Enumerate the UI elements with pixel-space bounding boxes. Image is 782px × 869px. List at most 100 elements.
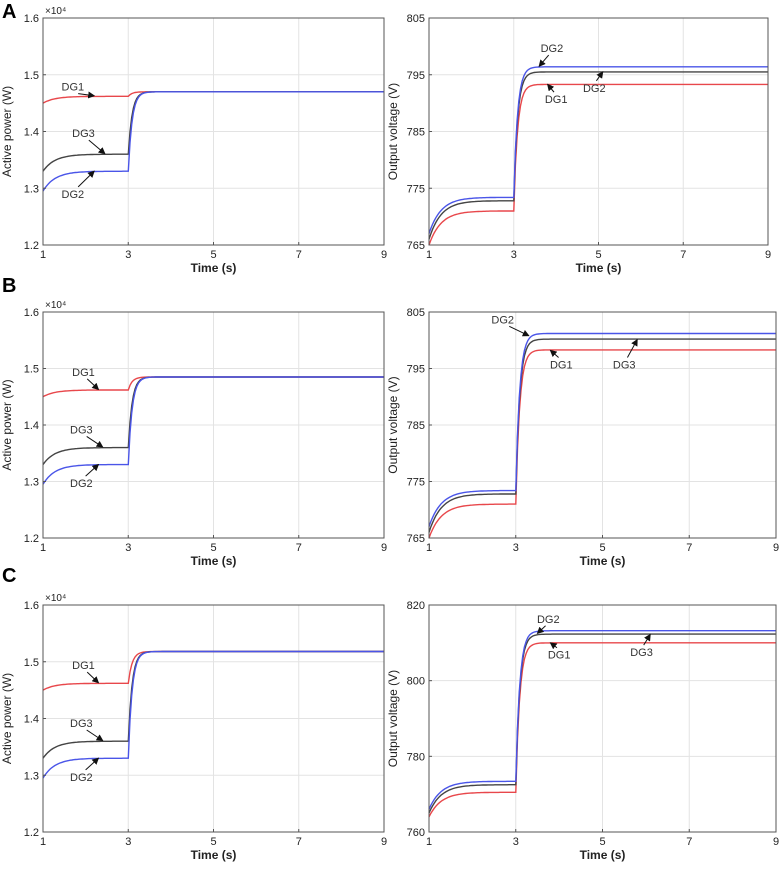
x-axis-label: Time (s) <box>191 261 237 275</box>
x-tick-label: 7 <box>686 836 692 848</box>
x-tick-label: 9 <box>381 836 387 848</box>
y-tick-label: 785 <box>407 420 425 432</box>
annotation-dg2: DG2 <box>70 772 93 784</box>
x-tick-label: 3 <box>513 542 519 554</box>
x-tick-label: 3 <box>511 249 517 261</box>
annotation-arrow <box>595 71 604 82</box>
y-tick-label: 805 <box>407 307 425 319</box>
annotation-dg1: DG1 <box>72 660 95 672</box>
y-tick-label: 1.3 <box>24 183 39 195</box>
annotation-dg2: DG2 <box>583 83 606 95</box>
x-tick-label: 9 <box>773 542 779 554</box>
x-axis-label: Time (s) <box>580 848 626 862</box>
x-tick-label: 9 <box>773 836 779 848</box>
y-axis-label: Active power (W) <box>0 86 14 177</box>
y-exponent-label: ×10⁴ <box>45 6 66 17</box>
x-tick-label: 3 <box>513 836 519 848</box>
series-line-dg1 <box>428 349 776 539</box>
x-axis-label: Time (s) <box>191 554 237 568</box>
annotation-arrow <box>549 349 559 358</box>
chart-a-output-voltage: 1 3 5 7 9 765 775 785 795 805 Time (s) Output volta… <box>386 13 771 275</box>
y-tick-label: 1.5 <box>24 70 39 82</box>
y-tick-label: 1.3 <box>24 477 39 489</box>
series-line-dg3 <box>428 338 776 533</box>
y-tick-label: 805 <box>407 13 425 25</box>
y-tick-label: 780 <box>407 751 425 763</box>
y-tick-label: 795 <box>407 364 425 376</box>
x-tick-label: 7 <box>680 249 686 261</box>
annotation-dg1: DG1 <box>548 650 571 662</box>
annotation-dg1: DG1 <box>72 367 95 379</box>
x-axis-label: Time (s) <box>580 554 626 568</box>
series-line-dg2 <box>42 650 384 779</box>
y-tick-label: 1.4 <box>24 420 39 432</box>
x-tick-label: 1 <box>426 836 432 848</box>
y-exponent-label: ×10⁴ <box>45 300 66 311</box>
y-exponent-label: ×10⁴ <box>45 593 66 604</box>
x-tick-label: 7 <box>686 542 692 554</box>
x-tick-label: 5 <box>595 249 601 261</box>
x-tick-label: 5 <box>210 542 216 554</box>
annotation-arrow <box>85 463 100 477</box>
y-axis-label: Output voltage (V) <box>386 376 400 473</box>
annotation-dg3: DG3 <box>70 424 93 436</box>
x-tick-label: 9 <box>381 542 387 554</box>
chart-b-active-power: 1 3 5 7 9 1.2 1.3 1.4 1.5 1.6 ×10⁴ Time (s) Active p… <box>0 300 387 568</box>
y-tick-label: 1.2 <box>24 533 39 545</box>
annotation-arrow <box>643 633 651 646</box>
y-tick-label: 1.6 <box>24 600 39 612</box>
annotation-arrow <box>86 436 104 448</box>
chart-c-output-voltage: 1 3 5 7 9 760 780 800 820 Time (s) Output voltage … <box>386 600 779 862</box>
series-line-dg2 <box>428 66 768 234</box>
y-axis-label: Output voltage (V) <box>386 670 400 767</box>
series-line-dg2 <box>428 630 776 810</box>
y-tick-label: 800 <box>407 676 425 688</box>
y-tick-label: 760 <box>407 827 425 839</box>
annotation-dg3: DG3 <box>630 647 653 659</box>
y-tick-label: 765 <box>407 533 425 545</box>
series-line-dg3 <box>428 633 776 814</box>
annotation-dg1: DG1 <box>545 94 568 106</box>
y-tick-label: 1.5 <box>24 364 39 376</box>
annotation-arrow <box>86 671 100 684</box>
x-axis-label: Time (s) <box>576 261 622 275</box>
annotation-arrow <box>549 642 558 650</box>
y-axis-label: Output voltage (V) <box>386 83 400 180</box>
x-tick-label: 5 <box>599 836 605 848</box>
annotation-arrow <box>627 338 638 358</box>
x-tick-label: 3 <box>125 836 131 848</box>
annotation-arrow <box>77 170 95 188</box>
annotation-dg3: DG3 <box>70 718 93 730</box>
x-tick-label: 1 <box>40 542 46 554</box>
annotation-dg1: DG1 <box>550 360 573 372</box>
y-tick-label: 1.4 <box>24 127 39 139</box>
series-line-dg1 <box>428 642 776 818</box>
annotation-dg2: DG2 <box>491 314 514 326</box>
chart-c-active-power: 1 3 5 7 9 1.2 1.3 1.4 1.5 1.6 ×10⁴ Time (s) Active p… <box>0 593 387 862</box>
x-tick-label: 3 <box>125 542 131 554</box>
y-tick-label: 785 <box>407 127 425 139</box>
y-axis-label: Active power (W) <box>0 379 14 470</box>
annotation-arrow <box>88 139 106 155</box>
x-tick-label: 9 <box>765 249 771 261</box>
x-tick-label: 1 <box>40 836 46 848</box>
x-tick-label: 7 <box>296 542 302 554</box>
annotation-arrow <box>86 378 100 391</box>
y-tick-label: 820 <box>407 600 425 612</box>
annotation-dg3: DG3 <box>72 128 95 140</box>
annotation-arrow <box>509 325 530 337</box>
panel-letter-b: B <box>2 275 16 297</box>
series-line-dg2 <box>42 376 384 485</box>
annotation-arrow <box>78 91 96 99</box>
y-tick-label: 775 <box>407 477 425 489</box>
annotation-dg2: DG2 <box>70 478 93 490</box>
annotation-dg2: DG2 <box>537 614 560 626</box>
y-tick-label: 775 <box>407 183 425 195</box>
x-tick-label: 1 <box>426 249 432 261</box>
annotation-arrow <box>538 54 550 67</box>
annotation-dg1: DG1 <box>62 82 85 94</box>
chart-a-active-power: 1 3 5 7 9 1.2 1.3 1.4 1.5 1.6 ×10⁴ Time (s) Active p… <box>0 6 387 275</box>
x-tick-label: 7 <box>296 836 302 848</box>
series-line-dg2 <box>42 91 384 192</box>
